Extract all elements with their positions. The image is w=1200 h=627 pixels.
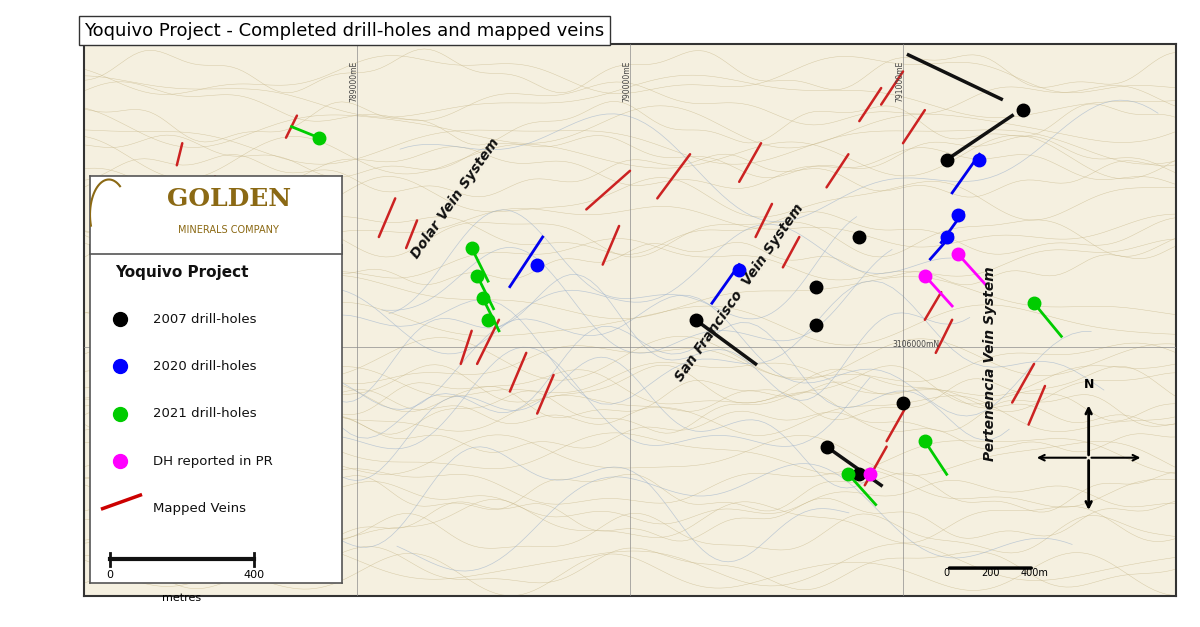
Text: 791000mE: 791000mE [895,60,905,102]
Text: 790000mE: 790000mE [623,60,631,102]
Text: 2007 drill-holes: 2007 drill-holes [154,312,257,325]
Text: DH reported in PR: DH reported in PR [154,455,272,468]
Text: Yoquivo Project: Yoquivo Project [115,265,248,280]
Text: 2020 drill-holes: 2020 drill-holes [154,360,257,373]
Text: Yoquivo Project - Completed drill-holes and mapped veins: Yoquivo Project - Completed drill-holes … [84,21,605,40]
Text: 789000mE: 789000mE [349,60,359,102]
Text: 400m: 400m [1020,568,1048,578]
Text: 0: 0 [107,570,114,580]
Text: 400: 400 [244,570,264,580]
Text: MINERALS COMPANY: MINERALS COMPANY [178,226,280,235]
Text: metres: metres [162,593,202,603]
Text: 3106000mN: 3106000mN [95,340,142,349]
Text: San Francisco  Vein System: San Francisco Vein System [672,201,806,384]
Text: Mapped Veins: Mapped Veins [154,502,246,515]
Text: Dolar Vein System: Dolar Vein System [408,135,502,261]
Text: 3106000mN: 3106000mN [892,340,940,349]
Text: 2021 drill-holes: 2021 drill-holes [154,408,257,420]
Text: N: N [1084,379,1094,391]
Text: 0: 0 [943,568,949,578]
Text: GOLDEN: GOLDEN [167,187,290,211]
Text: 200: 200 [982,568,1000,578]
Text: Esperanza Vein System: Esperanza Vein System [181,229,194,411]
Text: Pertenencia Vein System: Pertenencia Vein System [983,266,997,461]
